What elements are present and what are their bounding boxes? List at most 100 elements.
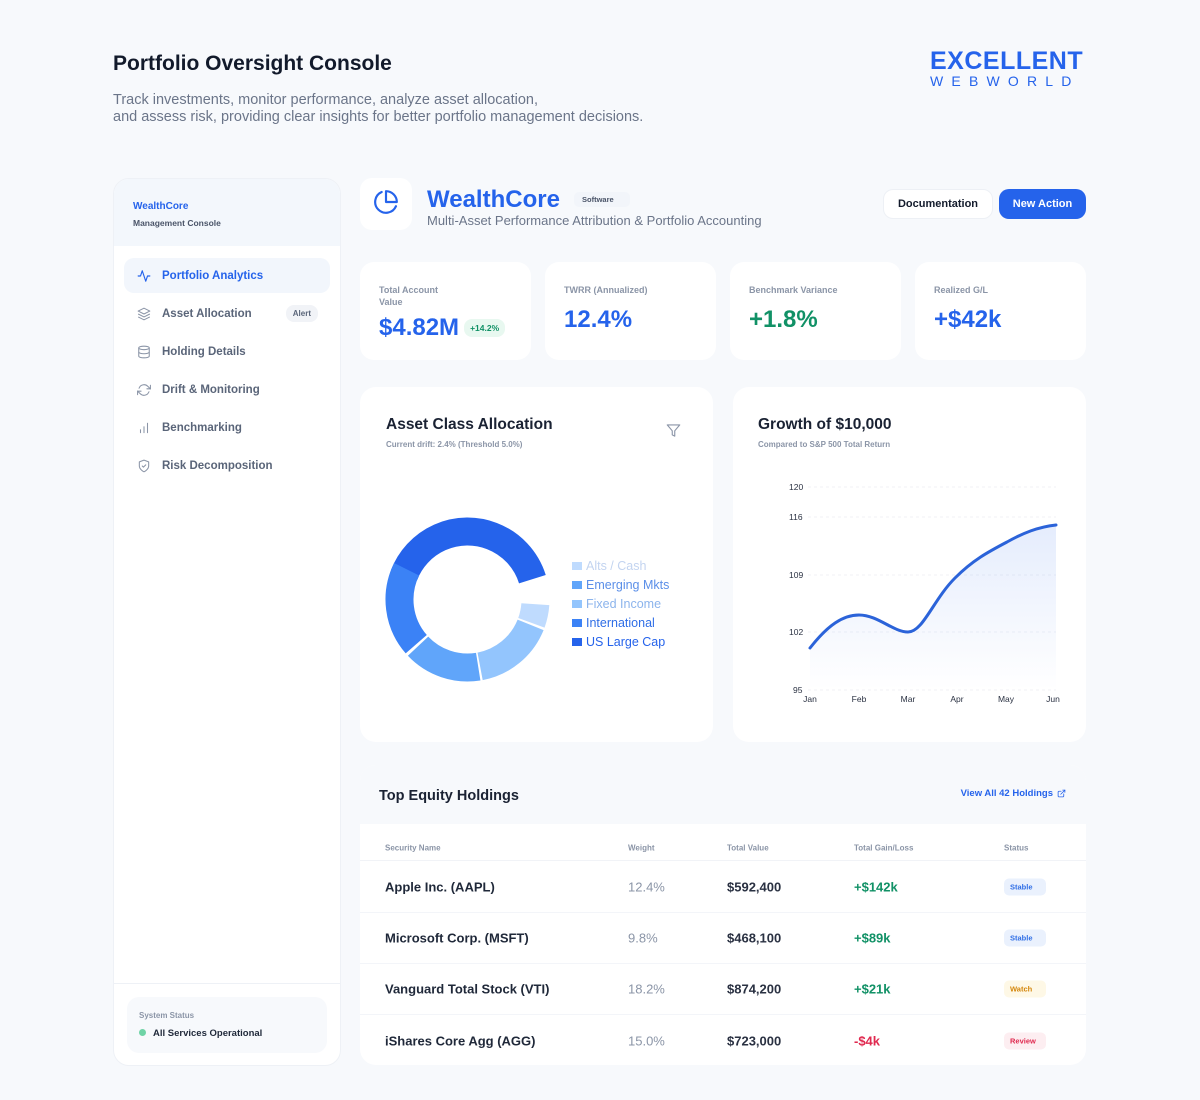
- app-icon: [360, 178, 412, 230]
- new-action-button[interactable]: New Action: [999, 189, 1086, 219]
- segment-international: [385, 517, 550, 682]
- kpi-benchmark-variance: Benchmark Variance +1.8%: [730, 262, 901, 360]
- security-name: Apple Inc. (AAPL): [385, 879, 495, 895]
- column-header[interactable]: Security Name: [385, 843, 441, 852]
- bar-chart-icon: [136, 420, 152, 436]
- legend-item: International: [572, 613, 669, 632]
- column-header[interactable]: Total Value: [727, 843, 769, 852]
- sidebar-item-risk-decomposition[interactable]: Risk Decomposition: [124, 448, 330, 483]
- external-link-icon: [1057, 789, 1066, 798]
- kpi-label: Benchmark Variance: [749, 285, 838, 295]
- status-badge: Review: [1004, 1032, 1046, 1049]
- sidebar-item-label: Drift & Monitoring: [162, 383, 260, 396]
- table-row[interactable]: Microsoft Corp. (MSFT) 9.8% $468,100 +$8…: [360, 913, 1086, 964]
- weight: 9.8%: [628, 930, 658, 946]
- sidebar-item-benchmarking[interactable]: Benchmarking: [124, 410, 330, 445]
- kpi-label: Realized G/L: [934, 285, 989, 295]
- legend-swatch: [572, 580, 582, 589]
- pie-chart-icon: [373, 189, 399, 220]
- sidebar-item-holding-details[interactable]: Holding Details: [124, 334, 330, 369]
- legend-label: US Large Cap: [586, 634, 666, 649]
- holdings-title: Top Equity Holdings: [379, 788, 519, 804]
- x-tick: Feb: [851, 694, 867, 704]
- security-name: Microsoft Corp. (MSFT): [385, 930, 529, 946]
- legend-swatch: [572, 561, 582, 570]
- column-header[interactable]: Status: [1004, 843, 1029, 852]
- legend-label: Fixed Income: [586, 596, 662, 611]
- growth-line-chart: [808, 486, 1058, 691]
- kpi-value: 12.4%: [564, 306, 633, 333]
- legend-label: Emerging Mkts: [586, 577, 670, 592]
- legend-label: International: [586, 615, 655, 630]
- kpi-total-account-value: Total Account Value $4.82M +14.2%: [360, 262, 531, 360]
- x-tick: Apr: [950, 694, 964, 704]
- documentation-button[interactable]: Documentation: [883, 189, 993, 219]
- filter-icon[interactable]: [666, 423, 681, 443]
- kpi-value: +$42k: [934, 306, 1002, 333]
- kpi-value-row: $4.82M +14.2%: [379, 314, 512, 342]
- segment-alts-cash: [385, 517, 550, 682]
- kpi-value: +1.8%: [749, 306, 818, 333]
- gain-loss: +$89k: [854, 930, 891, 946]
- legend-swatch: [572, 637, 582, 646]
- y-tick: 120: [789, 482, 804, 492]
- weight: 15.0%: [628, 1033, 665, 1048]
- gain-loss: +$142k: [854, 879, 898, 895]
- holdings-table-card: Top Equity Holdings View All 42 Holdings…: [360, 765, 1086, 1065]
- sidebar-item-label: Holding Details: [162, 345, 246, 358]
- table-row[interactable]: Vanguard Total Stock (VTI) 18.2% $874,20…: [360, 964, 1086, 1015]
- allocation-subtitle: Current drift: 2.4% (Threshold 5.0%): [386, 440, 523, 449]
- kpi-realized-gl: Realized G/L +$42k: [915, 262, 1086, 360]
- sidebar-item-label: Asset Allocation: [162, 307, 252, 320]
- status-dot-icon: [139, 1028, 146, 1036]
- gain-loss: +$21k: [854, 981, 891, 997]
- sidebar-item-label: Risk Decomposition: [162, 459, 273, 472]
- status-badge: Watch: [1004, 980, 1046, 998]
- status-badge: Stable: [1004, 878, 1046, 896]
- status-value: All Services Operational: [153, 1028, 263, 1039]
- sidebar-nav: Portfolio Analytics Asset Allocation Ale…: [114, 246, 340, 483]
- x-tick: Mar: [900, 694, 916, 704]
- total-value: $592,400: [727, 879, 782, 895]
- app-tag-badge: Software: [574, 192, 630, 207]
- table-row[interactable]: iShares Core Agg (AGG) 15.0% $723,000 -$…: [360, 1015, 1086, 1065]
- kpi-value: $4.82M: [379, 314, 460, 341]
- sidebar: WealthCore Management Console Portfolio …: [113, 178, 341, 1066]
- sidebar-divider: [114, 983, 340, 984]
- allocation-title: Asset Class Allocation: [386, 416, 553, 433]
- sidebar-item-label: Benchmarking: [162, 421, 242, 434]
- kpi-label: TWRR (Annualized): [564, 285, 648, 295]
- status-value-row: All Services Operational: [139, 1028, 315, 1039]
- total-value: $723,000: [727, 1033, 782, 1048]
- system-status: System Status All Services Operational: [127, 997, 327, 1053]
- status-badge: Stable: [1004, 929, 1046, 947]
- sidebar-item-drift-monitoring[interactable]: Drift & Monitoring: [124, 372, 330, 407]
- legend-item: US Large Cap: [572, 632, 669, 651]
- description-line-2: and assess risk, providing clear insight…: [113, 109, 644, 125]
- legend-item: Emerging Mkts: [572, 575, 669, 594]
- alert-badge: Alert: [285, 305, 318, 322]
- view-all-label: View All 42 Holdings: [960, 788, 1053, 799]
- legend-item: Fixed Income: [572, 594, 669, 613]
- x-tick: Jan: [803, 694, 817, 704]
- refresh-icon: [136, 382, 152, 398]
- shield-check-icon: [136, 458, 152, 474]
- allocation-legend: Alts / Cash Emerging Mkts Fixed Income I…: [572, 556, 669, 651]
- app-subtitle: Multi-Asset Performance Attribution & Po…: [427, 213, 762, 228]
- sidebar-item-asset-allocation[interactable]: Asset Allocation Alert: [124, 296, 330, 331]
- table-header-row: Security Name Weight Total Value Total G…: [360, 835, 1086, 861]
- gain-loss: -$4k: [854, 1033, 881, 1048]
- sidebar-item-portfolio-analytics[interactable]: Portfolio Analytics: [124, 258, 330, 293]
- change-chip: +14.2%: [464, 319, 506, 337]
- y-tick: 95: [793, 685, 803, 695]
- brand-logo: EXCELLENT WEBWORLD: [930, 48, 1083, 89]
- series-line-portfolio: [808, 523, 1058, 650]
- table-row[interactable]: Apple Inc. (AAPL) 12.4% $592,400 +$142k …: [360, 862, 1086, 913]
- kpi-twrr: TWRR (Annualized) 12.4%: [545, 262, 716, 360]
- sidebar-header: WealthCore Management Console: [114, 179, 340, 246]
- sidebar-title: WealthCore: [133, 201, 189, 212]
- database-icon: [136, 344, 152, 360]
- column-header[interactable]: Weight: [628, 843, 655, 852]
- column-header[interactable]: Total Gain/Loss: [854, 843, 914, 852]
- view-all-holdings-link[interactable]: View All 42 Holdings: [961, 788, 1066, 799]
